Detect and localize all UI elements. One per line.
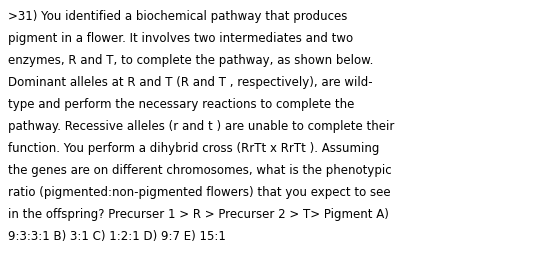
Text: ratio (pigmented:non-pigmented flowers) that you expect to see: ratio (pigmented:non-pigmented flowers) …: [8, 186, 391, 199]
Text: type and perform the necessary reactions to complete the: type and perform the necessary reactions…: [8, 98, 354, 111]
Text: enzymes, R and T, to complete the pathway, as shown below.: enzymes, R and T, to complete the pathwa…: [8, 54, 373, 67]
Text: Dominant alleles at R and T (R and T , respectively), are wild-: Dominant alleles at R and T (R and T , r…: [8, 76, 373, 89]
Text: >31) You identified a biochemical pathway that produces: >31) You identified a biochemical pathwa…: [8, 10, 348, 23]
Text: in the offspring? Precurser 1 > R > Precurser 2 > T> Pigment A): in the offspring? Precurser 1 > R > Prec…: [8, 208, 389, 221]
Text: 9:3:3:1 B) 3:1 C) 1:2:1 D) 9:7 E) 15:1: 9:3:3:1 B) 3:1 C) 1:2:1 D) 9:7 E) 15:1: [8, 230, 226, 243]
Text: pathway. Recessive alleles (r and t ) are unable to complete their: pathway. Recessive alleles (r and t ) ar…: [8, 120, 395, 133]
Text: the genes are on different chromosomes, what is the phenotypic: the genes are on different chromosomes, …: [8, 164, 392, 177]
Text: pigment in a flower. It involves two intermediates and two: pigment in a flower. It involves two int…: [8, 32, 353, 45]
Text: function. You perform a dihybrid cross (RrTt x RrTt ). Assuming: function. You perform a dihybrid cross (…: [8, 142, 379, 155]
